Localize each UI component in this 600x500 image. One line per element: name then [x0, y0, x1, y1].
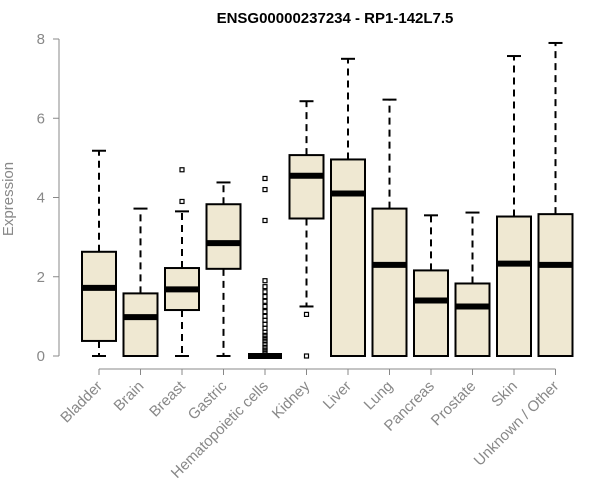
x-tick-label: Brain: [111, 378, 148, 415]
outlier-point: [179, 167, 185, 173]
box-pancreas: [413, 214, 449, 357]
iqr-box: [330, 158, 366, 357]
y-tick-label: 4: [37, 190, 45, 207]
box-hematopoietic-cells: [248, 175, 282, 359]
box-brain: [122, 207, 159, 357]
iqr-box: [205, 203, 242, 270]
outlier-point: [262, 338, 268, 344]
iqr-box: [371, 207, 408, 357]
iqr-box: [288, 154, 325, 220]
x-tick-label: Liver: [320, 378, 355, 413]
outlier-point: [262, 186, 268, 193]
outlier-point: [262, 298, 268, 304]
y-tick-label: 8: [37, 31, 45, 48]
outlier-point: [262, 332, 268, 338]
y-tick-label: 6: [37, 110, 45, 127]
iqr-box: [81, 250, 117, 342]
box-prostate: [454, 211, 491, 357]
outlier-point: [262, 289, 268, 295]
outlier-point: [303, 353, 310, 359]
y-axis-label: Expression: [0, 162, 17, 236]
outlier-point: [262, 217, 268, 224]
outlier-point: [262, 313, 268, 319]
x-tick-label: Lung: [361, 378, 397, 414]
x-tick-label: Breast: [146, 377, 189, 420]
iqr-box: [413, 269, 449, 357]
outlier-point: [262, 284, 268, 290]
x-tick-label: Prostate: [428, 378, 480, 430]
boxes-group: [81, 41, 574, 359]
box-gastric: [205, 181, 242, 357]
box-liver: [330, 57, 366, 357]
iqr-box: [496, 215, 532, 357]
y-tick-label: 0: [37, 348, 45, 365]
outlier-point: [262, 278, 268, 284]
x-tick-label: Kidney: [269, 377, 314, 422]
iqr-box: [454, 282, 491, 357]
box-kidney: [288, 100, 325, 359]
y-axis: 0 2 4 6 8: [37, 31, 60, 365]
box-breast: [164, 167, 200, 357]
box-unknown-other: [537, 41, 574, 357]
x-tick-label: Skin: [488, 378, 521, 411]
box-skin: [496, 55, 532, 357]
x-tick-label: Bladder: [57, 378, 106, 427]
outlier-point: [303, 311, 310, 317]
outlier-point: [262, 341, 268, 347]
outlier-point: [262, 347, 268, 353]
y-tick-label: 2: [37, 269, 45, 286]
outlier-point: [262, 303, 268, 310]
outlier-point: [262, 293, 268, 300]
outlier-point: [262, 350, 268, 356]
outlier-point: [262, 309, 268, 315]
outlier-point: [262, 175, 268, 182]
box-bladder: [81, 149, 117, 357]
iqr-box: [537, 213, 574, 357]
outlier-point: [262, 344, 268, 350]
iqr-box: [122, 292, 159, 357]
box-lung: [371, 98, 408, 357]
outlier-point: [262, 335, 268, 341]
chart-title: ENSG00000237234 - RP1-142L7.5: [217, 10, 454, 27]
outlier-point: [179, 198, 185, 205]
